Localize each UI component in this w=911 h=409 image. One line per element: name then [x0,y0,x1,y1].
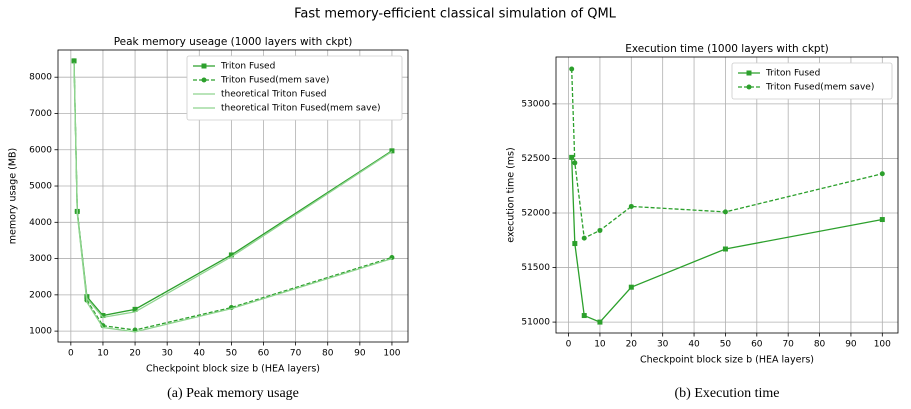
y-tick-label: 51500 [521,263,550,273]
y-tick-label: 6000 [29,145,52,155]
x-axis-label: Checkpoint block size b (HEA layers) [146,364,320,375]
y-tick-label: 52500 [521,154,550,164]
marker [628,284,634,290]
legend-marker [201,63,207,69]
legend-marker [746,70,752,76]
y-tick-label: 5000 [29,182,52,192]
legend-marker [746,84,752,90]
x-tick-label: 30 [657,340,669,350]
y-axis-label: memory usage (MB) [8,148,19,245]
y-tick-label: 4000 [29,218,52,228]
marker [581,313,587,319]
y-tick-label: 7000 [29,109,52,119]
caption: (b) Execution time [675,386,780,401]
legend-marker [201,77,207,83]
x-tick-label: 50 [226,349,238,359]
y-tick-label: 51000 [521,318,550,328]
caption: (a) Peak memory usage [167,386,299,401]
y-tick-label: 52000 [521,209,550,219]
legend-label: Triton Fused [220,62,275,72]
legend-box [186,55,403,121]
chart-title: Peak memory useage (1000 layers with ckp… [114,36,353,48]
marker [572,160,578,166]
marker [71,58,77,64]
x-tick-label: 70 [782,340,794,350]
x-tick-label: 60 [258,349,270,359]
marker [722,209,728,215]
marker [572,241,578,247]
legend-label: theoretical Triton Fused [221,90,326,100]
marker [228,252,234,258]
y-tick-label: 3000 [29,254,52,264]
chart-title: Execution time (1000 layers with ckpt) [625,43,829,55]
x-tick-label: 10 [594,340,606,350]
x-tick-label: 80 [322,349,334,359]
series-line [571,157,883,323]
legend-label: Triton Fused(mem save) [220,76,329,86]
figure-title: Fast memory-efficient classical simulati… [294,7,617,22]
marker [132,306,138,312]
legend-label: Triton Fused [765,69,820,79]
x-tick-label: 20 [129,349,141,359]
plot-frame [57,49,409,343]
x-tick-label: 60 [751,340,763,350]
marker [569,66,575,72]
x-tick-label: 40 [688,340,700,350]
marker [389,148,395,154]
marker [628,203,634,209]
marker [100,313,106,319]
x-tick-label: 80 [814,340,826,350]
marker [879,171,885,177]
plot-frame [555,56,899,334]
y-tick-label: 1000 [29,327,52,337]
x-tick-label: 90 [354,349,366,359]
x-tick-label: 40 [194,349,206,359]
x-tick-label: 20 [626,340,638,350]
x-tick-label: 100 [874,340,891,350]
marker [597,227,603,233]
x-tick-label: 50 [720,340,732,350]
legend-label: Triton Fused(mem save) [765,83,874,93]
series-line [73,62,393,333]
x-tick-label: 0 [566,340,572,350]
x-tick-label: 30 [161,349,173,359]
x-tick-label: 70 [290,349,302,359]
y-axis-label: execution time (ms) [506,147,517,242]
y-tick-label: 53000 [521,99,550,109]
legend-label: theoretical Triton Fused(mem save) [221,104,381,114]
y-tick-label: 8000 [29,73,52,83]
marker [879,217,885,223]
x-tick-label: 100 [383,349,400,359]
marker [722,246,728,252]
marker [581,235,587,241]
x-tick-label: 10 [97,349,109,359]
legend-box [731,62,893,100]
x-axis-label: Checkpoint block size b (HEA layers) [640,355,814,366]
marker [597,319,603,325]
x-tick-label: 0 [68,349,74,359]
y-tick-label: 2000 [29,290,52,300]
x-tick-label: 90 [845,340,857,350]
marker [569,154,575,160]
